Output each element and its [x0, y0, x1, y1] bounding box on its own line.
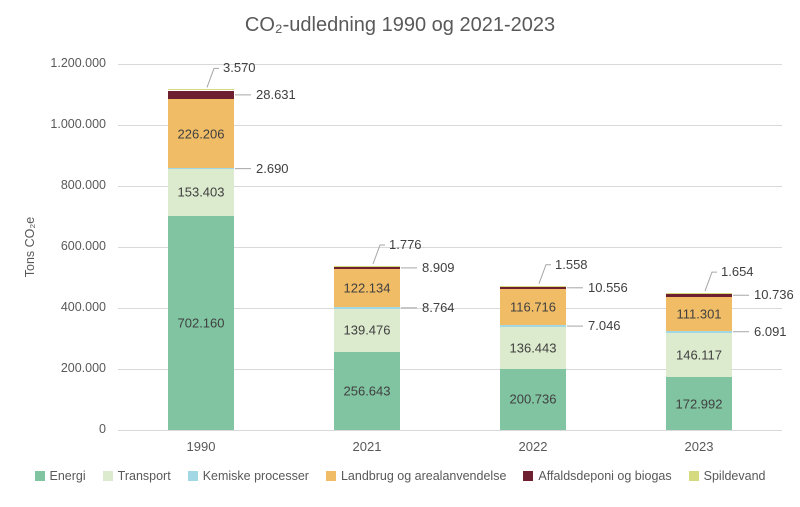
bar-segment-energi-1990 [168, 215, 234, 430]
legend-item-spildevand: Spildevand [688, 469, 766, 483]
y-tick-label: 0 [99, 422, 106, 436]
callout-value-label: 7.046 [588, 318, 621, 334]
chart-title: CO₂-udledning 1990 og 2021-2023 [244, 14, 556, 36]
bar-segment-landbrug-og-arealanvendelse-2021 [334, 269, 400, 307]
bar-segment-spildevand-2022 [500, 285, 566, 287]
bar-segment-spildevand-1990 [168, 89, 234, 91]
x-tick-label-2021: 2021 [352, 439, 382, 454]
legend-swatch-kemiske-processer [187, 471, 198, 481]
bar-segment-energi-2023 [666, 377, 732, 430]
callout-value-label: 1.558 [555, 256, 588, 272]
legend-label: Transport [117, 469, 171, 483]
gridline [118, 125, 782, 126]
segment-value-label: 153.403 [177, 184, 225, 200]
callout-value-label: 1.776 [389, 237, 422, 252]
bar-segment-kemiske-processer-1990 [168, 168, 234, 170]
legend-item-affaldsdeponi-og-biogas: Affaldsdeponi og biogas [523, 469, 672, 483]
x-tick-label-1990: 1990 [186, 439, 216, 454]
segment-value-label: 136.443 [509, 340, 557, 356]
y-tick-label: 1.000.000 [50, 117, 106, 131]
segment-value-label: 702.160 [177, 315, 225, 331]
bar-segment-transport-2023 [666, 332, 732, 378]
legend: Energi Transport Kemiske processer Landbrug… [0, 469, 800, 483]
x-tick-label-2023: 2023 [684, 439, 714, 454]
legend-label: Affaldsdeponi og biogas [538, 469, 672, 483]
segment-value-label: 226.206 [177, 126, 225, 142]
bar-segment-energi-2022 [500, 368, 566, 430]
legend-item-kemiske-processer: Kemiske processer [187, 469, 309, 483]
gridline [118, 64, 782, 65]
legend-swatch-landbrug-og-arealanvendelse [325, 471, 336, 481]
legend-item-landbrug-og-arealanvendelse: Landbrug og arealanvendelse [325, 469, 507, 483]
segment-value-label: 172.992 [675, 396, 723, 412]
gridline [118, 369, 782, 370]
bar-segment-kemiske-processer-2022 [500, 325, 566, 328]
legend-swatch-affaldsdeponi-og-biogas [523, 471, 534, 481]
bar-segment-affaldsdeponi-og-biogas-2021 [334, 266, 400, 270]
y-tick-label: 600.000 [60, 239, 106, 253]
callout-value-label: 6.091 [754, 323, 787, 339]
bar-segment-transport-2021 [334, 309, 400, 352]
callout-value-label: 8.764 [422, 299, 455, 315]
legend-swatch-transport [102, 471, 113, 481]
callout-value-label: 10.736 [754, 287, 794, 303]
callout-value-label: 2.690 [256, 160, 289, 176]
legend-label: Spildevand [703, 469, 766, 483]
segment-value-label: 256.643 [343, 383, 391, 399]
gridline [118, 308, 782, 309]
bar-segment-spildevand-2021 [334, 266, 400, 267]
bar-segment-landbrug-og-arealanvendelse-2022 [500, 289, 566, 325]
legend-item-energi: Energi [34, 469, 86, 483]
legend-label: Landbrug og arealanvendelse [340, 469, 507, 483]
y-tick-label: 400.000 [60, 300, 106, 314]
y-tick-label: 1.200.000 [50, 56, 106, 70]
segment-value-label: 116.716 [509, 299, 557, 315]
y-tick-label: 800.000 [60, 178, 106, 192]
legend-swatch-energi [34, 471, 45, 481]
gridline [118, 247, 782, 248]
segment-value-label: 200.736 [509, 391, 557, 407]
x-tick-label-2022: 2022 [518, 439, 548, 454]
gridline [118, 186, 782, 187]
legend-item-transport: Transport [102, 469, 171, 483]
legend-swatch-spildevand [688, 471, 699, 481]
callout-value-label: 10.556 [588, 279, 628, 295]
callout-value-label: 8.909 [422, 259, 455, 275]
callout-value-label: 1.654 [721, 264, 754, 280]
bar-segment-affaldsdeponi-og-biogas-2022 [500, 286, 566, 290]
y-tick-label: 200.000 [60, 361, 106, 375]
bar-segment-transport-2022 [500, 327, 566, 369]
segment-value-label: 122.134 [343, 280, 391, 296]
bar-segment-landbrug-og-arealanvendelse-1990 [168, 99, 234, 169]
segment-value-label: 139.476 [343, 322, 391, 338]
bar-segment-affaldsdeponi-og-biogas-1990 [168, 90, 234, 100]
legend-label: Kemiske processer [202, 469, 309, 483]
bar-segment-energi-2021 [334, 351, 400, 430]
segment-value-label: 111.301 [676, 306, 722, 322]
segment-value-label: 146.117 [675, 347, 723, 363]
callout-value-label: 28.631 [256, 86, 296, 102]
gridline [118, 430, 782, 431]
bar-segment-kemiske-processer-2023 [666, 330, 732, 333]
bar-segment-landbrug-og-arealanvendelse-2023 [666, 296, 732, 331]
bar-segment-spildevand-2023 [666, 293, 732, 294]
plot-area [118, 64, 782, 431]
bar-segment-affaldsdeponi-og-biogas-2023 [666, 293, 732, 297]
callout-value-label: 3.570 [223, 60, 256, 76]
legend-label: Energi [49, 469, 86, 483]
bar-segment-kemiske-processer-2021 [334, 306, 400, 310]
bar-segment-transport-1990 [168, 169, 234, 216]
